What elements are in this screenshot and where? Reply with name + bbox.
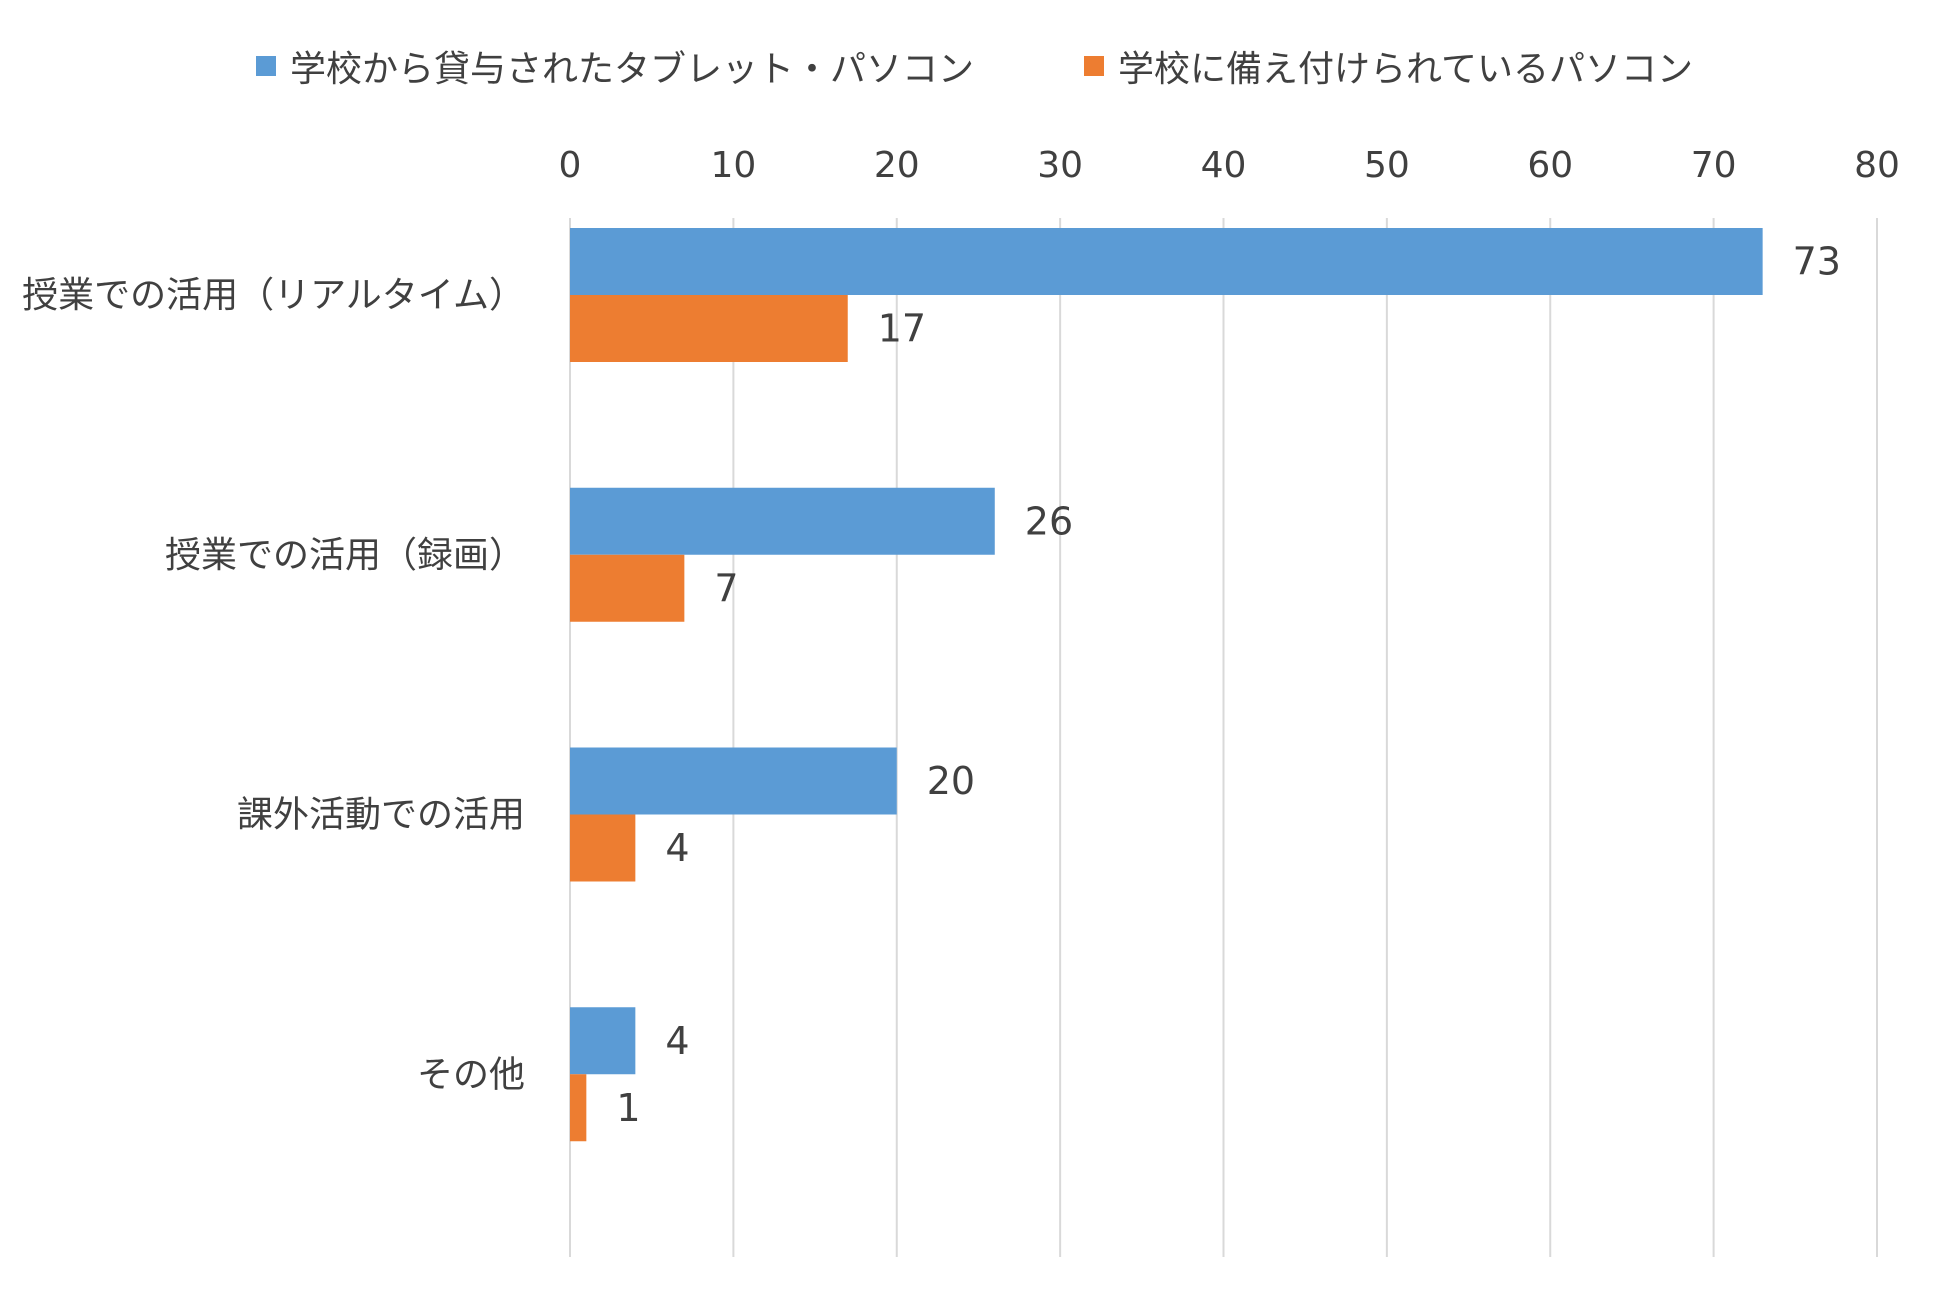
x-tick-label: 60 — [1527, 145, 1573, 186]
legend-item-series-1: 学校から貸与されたタブレット・パソコン — [256, 40, 974, 92]
bar — [570, 487, 995, 555]
gridlines — [569, 218, 1878, 1257]
x-tick-label: 40 — [1201, 145, 1247, 186]
bar — [570, 295, 848, 362]
data-label: 73 — [1793, 240, 1841, 284]
bar — [570, 1007, 636, 1075]
bar — [570, 228, 1763, 295]
data-label: 20 — [927, 759, 975, 803]
data-label: 26 — [1025, 499, 1073, 543]
bar — [570, 1074, 587, 1142]
x-tick-label: 80 — [1854, 145, 1900, 186]
x-tick-label: 10 — [710, 145, 756, 186]
legend-swatch-series-2 — [1084, 56, 1105, 76]
legend-label-series-2: 学校に備え付けられているパソコン — [1118, 49, 1693, 90]
category-label: 課外活動での活用 — [237, 795, 525, 836]
x-tick-label: 20 — [874, 145, 920, 186]
bar — [570, 747, 897, 815]
category-label: その他 — [417, 1054, 525, 1095]
legend: 学校から貸与されたタブレット・パソコン 学校に備え付けられているパソコン — [0, 40, 1949, 92]
data-label: 17 — [878, 307, 926, 351]
x-tick-label: 50 — [1364, 145, 1410, 186]
x-tick-label: 30 — [1037, 145, 1083, 186]
category-label: 授業での活用（録画） — [165, 535, 525, 576]
x-tick-label: 0 — [559, 145, 582, 186]
bars — [570, 228, 1763, 1142]
legend-item-series-2: 学校に備え付けられているパソコン — [1084, 40, 1693, 92]
x-axis-ticks: 0 10 20 30 40 50 60 70 80 — [559, 145, 1900, 186]
bar — [570, 554, 685, 622]
category-label: 授業での活用（リアルタイム） — [22, 275, 525, 316]
legend-label-series-1: 学校から貸与されたタブレット・パソコン — [290, 49, 975, 90]
bar — [570, 814, 636, 882]
data-label: 7 — [714, 566, 738, 610]
data-label: 4 — [665, 826, 689, 870]
data-label: 4 — [665, 1019, 689, 1063]
data-label: 1 — [616, 1086, 640, 1130]
x-tick-label: 70 — [1691, 145, 1737, 186]
legend-swatch-series-1 — [256, 56, 277, 76]
